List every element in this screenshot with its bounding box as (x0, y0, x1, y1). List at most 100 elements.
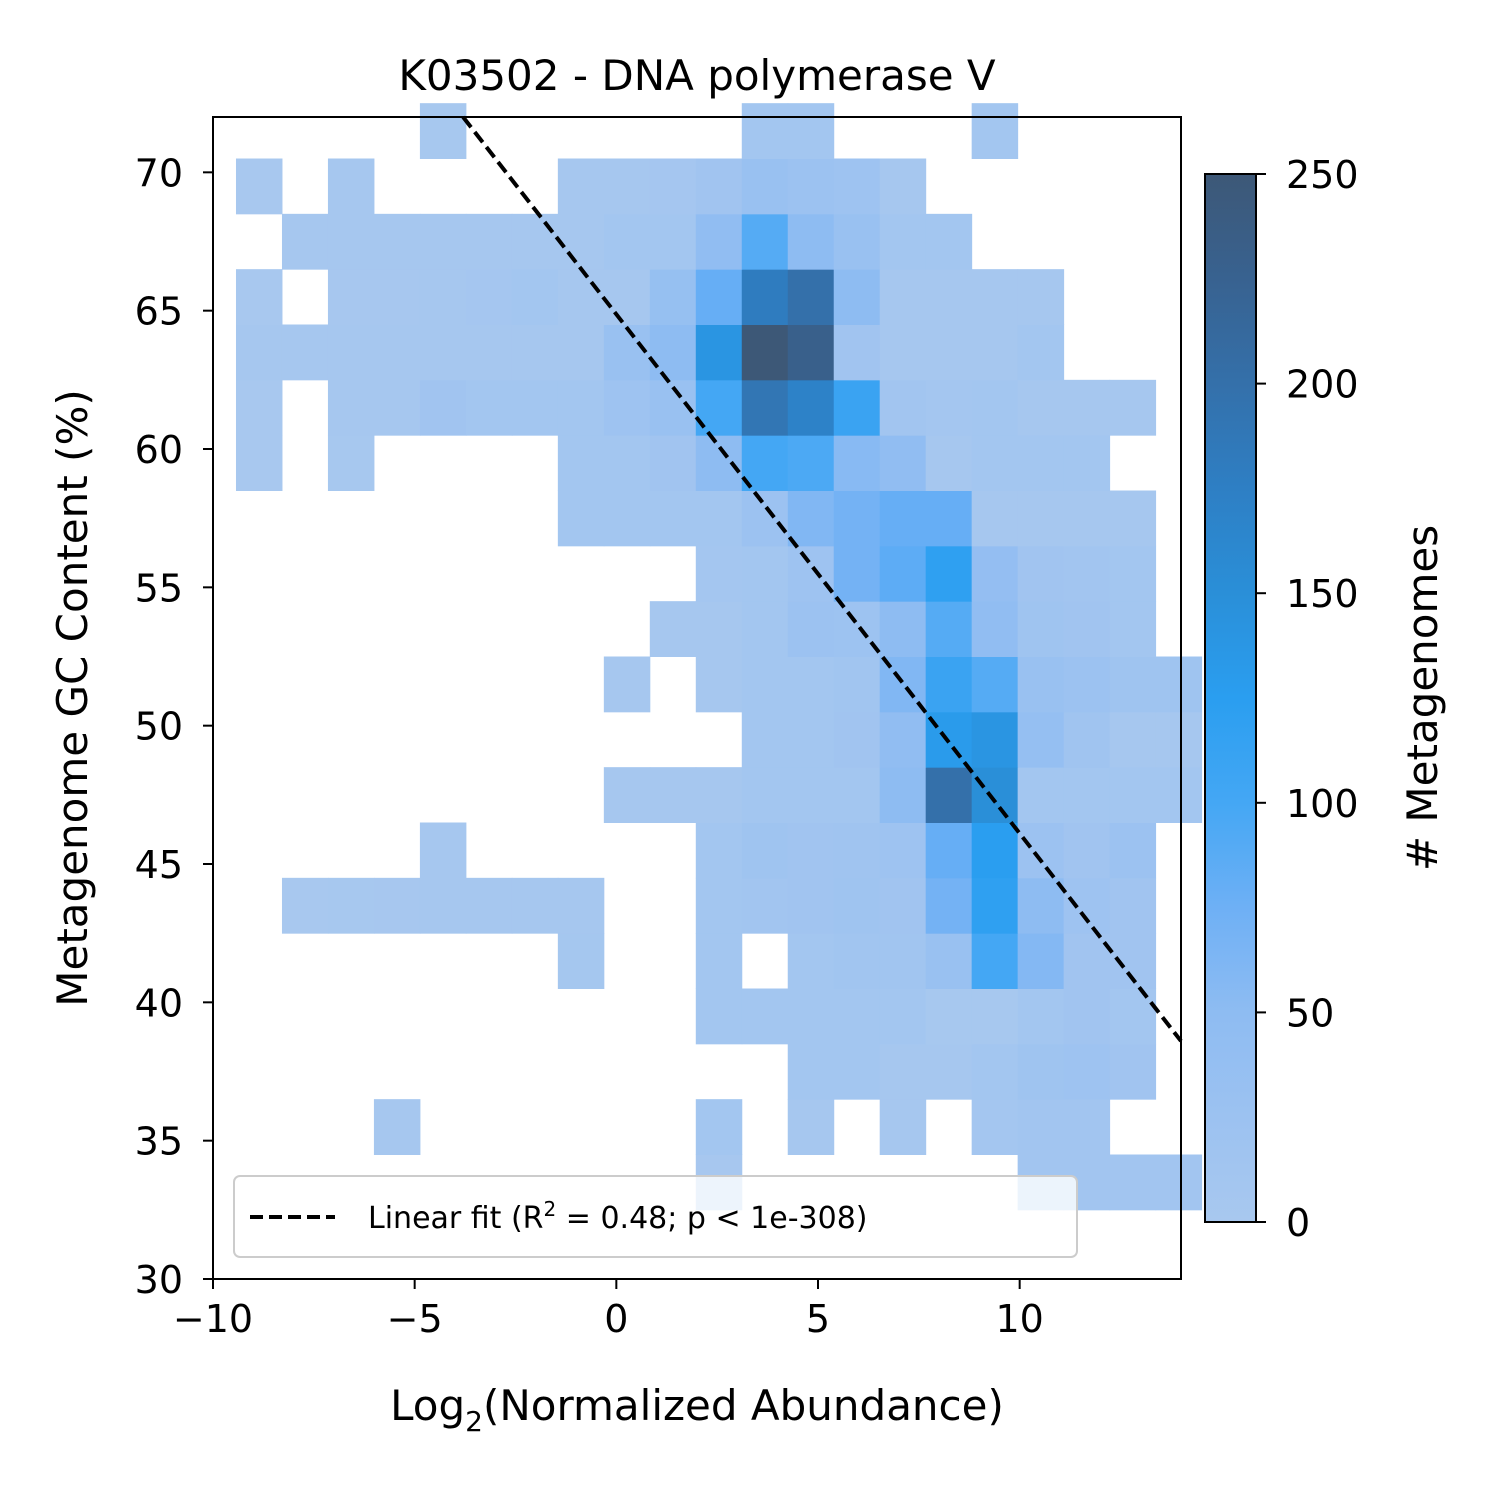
heatmap-bin (1017, 822, 1065, 879)
heatmap-bin (419, 103, 467, 159)
heatmap-bin (925, 767, 973, 823)
x-axis-label-subscript: 2 (465, 1405, 483, 1438)
heatmap-bin (281, 877, 329, 934)
heatmap-bin (971, 269, 1019, 325)
heatmap-bin (971, 545, 1019, 602)
heatmap-bin (1109, 490, 1157, 547)
heatmap-bin (833, 324, 881, 381)
heatmap-bin (1017, 435, 1065, 491)
heatmap-bin (879, 324, 927, 381)
heatmap-bin (235, 269, 283, 325)
heatmap-bin (1109, 711, 1157, 768)
heatmap-bin (741, 269, 789, 325)
heatmap-bin (787, 490, 835, 547)
colorbar-label: # Metagenomes (1398, 525, 1447, 871)
heatmap-bin (833, 379, 881, 436)
heatmap-bin (1017, 1043, 1065, 1100)
fit-line-layer (461, 115, 1183, 1043)
heatmap-bin (971, 379, 1019, 436)
heatmap-bin (1109, 656, 1157, 713)
colorbar-tick-label: 150 (1286, 572, 1359, 616)
x-tick-label: 0 (604, 1297, 628, 1341)
x-tick-label: 5 (806, 1297, 830, 1341)
heatmap-bin (235, 324, 283, 381)
heatmap-bin (879, 379, 927, 436)
heatmap-bin (603, 324, 651, 381)
heatmap-bin (557, 269, 605, 325)
heatmap-bin (327, 435, 375, 491)
heatmap-bin (1017, 877, 1065, 934)
heatmap-bin (695, 158, 743, 215)
heatmap-bin (787, 1099, 835, 1155)
heatmap-bin (281, 213, 329, 270)
heatmap-bin (373, 213, 421, 270)
heatmap-bin (695, 822, 743, 879)
heatmap-bin (1109, 767, 1157, 823)
heatmap-bin (971, 601, 1019, 657)
x-axis-label-rest: (Normalized Abundance) (483, 1381, 1004, 1430)
colorbar-tick-label: 250 (1286, 153, 1359, 197)
y-tick-label: 35 (135, 1120, 183, 1164)
heatmap-bin (649, 158, 697, 215)
heatmap-bin (1063, 656, 1111, 713)
heatmap-bin (1063, 435, 1111, 491)
heatmap-bin (1063, 988, 1111, 1045)
heatmap-bin (1155, 656, 1203, 713)
heatmap-bin (971, 877, 1019, 934)
heatmap-bin (235, 435, 283, 491)
heatmap-bin (1017, 490, 1065, 547)
heatmap-bin (327, 269, 375, 325)
heatmap-bin (1155, 767, 1203, 823)
heatmap-bin (1109, 1154, 1157, 1211)
heatmap-bin (1017, 269, 1065, 325)
heatmap-bin (419, 213, 467, 270)
heatmap-bin (741, 158, 789, 215)
heatmap-bin (511, 269, 559, 325)
heatmap-bin (1063, 767, 1111, 823)
heatmap-bin (879, 988, 927, 1045)
heatmap-bin (419, 877, 467, 934)
heatmap-bin (741, 545, 789, 602)
legend-label: Linear fit (R2 = 0.48; p < 1e-308) (368, 1197, 868, 1236)
heatmap-bin (695, 933, 743, 989)
heatmap-bin (327, 379, 375, 436)
heatmap-bin (971, 103, 1019, 159)
heatmap-bin (603, 490, 651, 547)
heatmap-bin (833, 877, 881, 934)
heatmap-bin (741, 988, 789, 1045)
heatmap-bin (741, 767, 789, 823)
heatmap-bin (373, 877, 421, 934)
heatmap-bin (1063, 711, 1111, 768)
heatmap-bin (787, 379, 835, 436)
heatmap-bin (1017, 711, 1065, 768)
heatmap-bin (971, 822, 1019, 879)
heatmap-bin (695, 877, 743, 934)
heatmap-bin (879, 767, 927, 823)
heatmap-bin (1063, 933, 1111, 989)
heatmap-bin (327, 213, 375, 270)
heatmap-bin (879, 1099, 927, 1155)
heatmap-bin (1063, 1043, 1111, 1100)
heatmap-bin (741, 379, 789, 436)
heatmap-bin (603, 656, 651, 713)
heatmap-bin (603, 767, 651, 823)
heatmap-bin (787, 656, 835, 713)
heatmap-bin (465, 269, 513, 325)
legend-label-prefix: Linear fit (R (368, 1201, 544, 1236)
heatmap-bin (787, 877, 835, 934)
x-axis-label: Log2(Normalized Abundance) (390, 1381, 1004, 1438)
heatmap-bin (925, 822, 973, 879)
heatmap-bin (925, 324, 973, 381)
heatmap-bin (1063, 490, 1111, 547)
heatmap-bin (925, 1043, 973, 1100)
legend: Linear fit (R2 = 0.48; p < 1e-308) (233, 1175, 1078, 1258)
heatmap-bin (925, 656, 973, 713)
heatmap-bin (511, 379, 559, 436)
heatmap-bin (695, 490, 743, 547)
heatmap-bin (557, 435, 605, 491)
heatmap-bin (1017, 656, 1065, 713)
heatmap-bin (327, 158, 375, 215)
heatmap-bin (557, 324, 605, 381)
heatmap-bin (833, 213, 881, 270)
heatmap-bin (741, 822, 789, 879)
